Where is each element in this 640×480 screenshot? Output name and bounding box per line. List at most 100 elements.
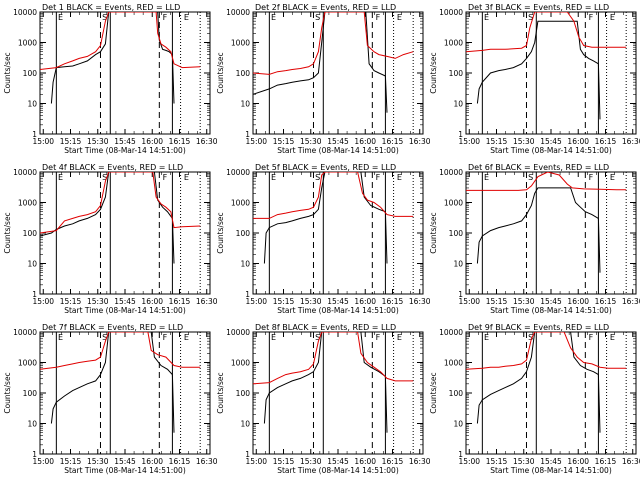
y-tick-label: 1 [32, 290, 37, 299]
y-tick-label: 1000 [444, 39, 463, 48]
x-tick-label: 15:30 [513, 457, 535, 466]
series-lld-line [253, 172, 414, 219]
marker-label: E [397, 173, 402, 182]
marker-label: F [376, 173, 381, 182]
series-lld-line [40, 332, 201, 370]
marker-label: F [163, 333, 168, 342]
x-tick-label: 15:45 [540, 297, 562, 306]
x-tick-label: 16:15 [169, 457, 191, 466]
series-lld-line [253, 12, 414, 75]
x-tick-label: 15:00 [245, 457, 267, 466]
x-tick-label: 16:15 [382, 457, 404, 466]
y-tick-label: 1000 [18, 199, 37, 208]
marker-label: S [102, 13, 107, 22]
marker-label: F [163, 13, 168, 22]
plot-frame [252, 331, 424, 455]
y-tick-label: 1000 [444, 359, 463, 368]
y-tick-label: 10 [453, 100, 463, 109]
chart-panel-5: 1 10 100 1000 10000 15:00 15:15 15:30 15:45 16:00… [216, 163, 431, 315]
series-lld-line [253, 332, 414, 385]
y-tick-label: 1000 [231, 199, 250, 208]
y-tick-label: 10000 [439, 8, 463, 17]
chart-panel-9: 1 10 100 1000 10000 15:00 15:15 15:30 15:45 16:00… [429, 323, 640, 475]
chart-title: Det 5f BLACK = Events, RED = LLD [255, 163, 396, 172]
marker-label: E [610, 13, 615, 22]
y-tick-label: 10000 [226, 8, 250, 17]
marker-label: F [376, 333, 381, 342]
x-tick-label: 16:00 [141, 297, 163, 306]
chart-title: Det 4f BLACK = Events, RED = LLD [42, 163, 183, 172]
marker-label: E [484, 13, 489, 22]
x-tick-label: 15:15 [486, 297, 508, 306]
y-tick-label: 10000 [13, 8, 37, 17]
x-tick-label: 15:00 [458, 457, 480, 466]
chart-panel-8: 1 10 100 1000 10000 15:00 15:15 15:30 15:45 16:00… [216, 323, 431, 475]
x-tick-label: 15:30 [87, 457, 109, 466]
x-tick-label: 16:15 [382, 137, 404, 146]
y-tick-label: 10 [27, 100, 37, 109]
x-axis-label: Start Time (08-Mar-14 14:51:00) [490, 466, 612, 475]
x-tick-label: 16:00 [567, 297, 589, 306]
y-tick-label: 1 [458, 290, 463, 299]
chart-panel-7: 1 10 100 1000 10000 15:00 15:15 15:30 15:45 16:00… [3, 323, 218, 475]
chart-title: Det 9f BLACK = Events, RED = LLD [468, 323, 609, 332]
marker-label: F [376, 13, 381, 22]
y-axis-label: Counts/sec [429, 52, 438, 93]
marker-label: S [315, 173, 320, 182]
x-axis-label: Start Time (08-Mar-14 14:51:00) [64, 146, 186, 155]
series-lld-line [40, 172, 201, 234]
plot-frame [252, 11, 424, 135]
series-lld-line [466, 332, 627, 370]
y-tick-label: 10000 [226, 168, 250, 177]
x-tick-label: 16:30 [409, 137, 431, 146]
series-events-line [40, 172, 175, 264]
x-tick-label: 16:30 [196, 297, 218, 306]
y-tick-label: 1000 [231, 39, 250, 48]
y-axis-label: Counts/sec [216, 52, 225, 93]
series-events-line [50, 12, 175, 104]
x-axis-label: Start Time (08-Mar-14 14:51:00) [277, 466, 399, 475]
marker-label: E [184, 173, 189, 182]
y-tick-label: 10000 [13, 168, 37, 177]
y-axis-label: Counts/sec [3, 372, 12, 413]
x-tick-label: 16:00 [354, 297, 376, 306]
x-tick-label: 15:15 [273, 297, 295, 306]
y-tick-label: 1000 [18, 359, 37, 368]
series-events-line [253, 12, 388, 113]
x-tick-label: 15:45 [327, 297, 349, 306]
y-tick-label: 10 [27, 260, 37, 269]
x-tick-label: 15:15 [486, 457, 508, 466]
y-axis-label: Counts/sec [429, 372, 438, 413]
y-axis-label: Counts/sec [429, 212, 438, 253]
x-tick-label: 16:00 [141, 137, 163, 146]
y-tick-label: 100 [236, 69, 251, 78]
marker-label: S [102, 173, 107, 182]
marker-label: S [528, 173, 533, 182]
y-tick-label: 100 [449, 389, 464, 398]
series-lld-line [40, 12, 201, 70]
x-tick-label: 15:15 [486, 137, 508, 146]
y-tick-label: 10000 [439, 328, 463, 337]
x-tick-label: 15:30 [87, 297, 109, 306]
y-tick-label: 10 [27, 420, 37, 429]
x-tick-label: 15:00 [245, 297, 267, 306]
series-events-line [263, 332, 388, 433]
marker-label: E [397, 13, 402, 22]
x-tick-label: 15:15 [273, 137, 295, 146]
x-tick-label: 15:30 [300, 137, 322, 146]
y-tick-label: 100 [236, 229, 251, 238]
marker-label: S [315, 13, 320, 22]
chart-title: Det 6f BLACK = Events, RED = LLD [468, 163, 609, 172]
marker-label: E [484, 333, 489, 342]
x-tick-label: 15:15 [60, 297, 82, 306]
x-axis-label: Start Time (08-Mar-14 14:51:00) [490, 306, 612, 315]
marker-label: E [397, 333, 402, 342]
x-tick-label: 16:15 [169, 137, 191, 146]
x-tick-label: 15:30 [513, 297, 535, 306]
x-tick-label: 16:00 [354, 137, 376, 146]
x-tick-label: 15:45 [327, 457, 349, 466]
marker-label: E [58, 173, 63, 182]
x-tick-label: 15:45 [114, 457, 136, 466]
y-axis-label: Counts/sec [3, 212, 12, 253]
x-tick-label: 16:30 [622, 137, 640, 146]
